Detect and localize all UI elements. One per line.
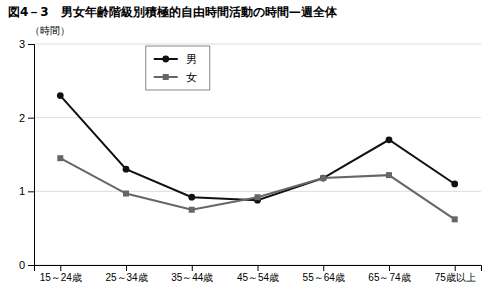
series-line	[60, 96, 454, 201]
series-point	[57, 155, 63, 161]
y-tick: 3	[19, 38, 34, 50]
legend-label: 男	[186, 53, 197, 66]
series-group	[57, 92, 458, 222]
legend-frame	[146, 46, 210, 90]
y-axis: 0 1 2 3	[19, 38, 35, 271]
y-tick-label: 2	[19, 112, 25, 124]
legend-label: 女	[186, 71, 197, 84]
x-tick: 45～54歳	[237, 265, 279, 283]
legend-item: 女	[154, 71, 197, 84]
series-point	[123, 166, 130, 173]
x-tick-label: 55～64歳	[303, 272, 345, 283]
series-point	[320, 175, 327, 182]
x-tick-mark	[323, 265, 324, 271]
legend-item: 男	[154, 53, 197, 66]
y-tick: 1	[19, 185, 34, 197]
x-tick-label: 25～34歳	[105, 272, 147, 283]
x-tick: 75歳以上	[435, 265, 476, 283]
x-tick-mark	[258, 265, 259, 271]
y-tick-mark	[28, 191, 34, 192]
x-tick-label: 35～44歳	[171, 272, 213, 283]
y-tick-mark	[28, 118, 34, 119]
title: 図4－3 男女年齢階級別積極的自由時間活動の時間—週全体	[8, 5, 338, 19]
y-tick: 2	[19, 112, 34, 124]
x-tick-mark	[389, 265, 390, 271]
x-tick-label: 65～74歳	[368, 272, 410, 283]
y-axis-title: （時間）	[30, 25, 70, 36]
x-tick-mark	[126, 265, 127, 271]
series-point	[320, 175, 326, 181]
y-axis-line	[28, 45, 35, 266]
series-point	[386, 136, 393, 143]
legend: 男女	[146, 46, 210, 90]
grid	[34, 44, 481, 265]
series-point	[451, 181, 458, 188]
series-point	[188, 194, 195, 201]
legend-marker	[163, 74, 169, 80]
series-point	[452, 216, 458, 222]
y-tick: 0	[19, 259, 34, 271]
y-tick-label: 3	[19, 38, 25, 50]
x-tick-label: 75歳以上	[435, 272, 476, 283]
series-point	[57, 92, 64, 99]
x-tick: 15～24歳	[40, 265, 82, 283]
series-point	[189, 207, 195, 213]
x-tick: 65～74歳	[368, 265, 410, 283]
x-tick-mark	[60, 265, 61, 271]
legend-marker	[162, 56, 169, 63]
y-tick-label: 0	[19, 259, 25, 271]
series-line	[60, 158, 454, 219]
series-point	[123, 191, 129, 197]
x-axis: 15～24歳 25～34歳 35～44歳 45～54歳 55～64歳 65～74歳 75歳以…	[35, 265, 482, 283]
plot: 0 1 2 3 15～24歳 25～34歳 35～44歳 45～54歳 55～64歳 65～74歳…	[19, 38, 482, 283]
x-tick: 55～64歳	[303, 265, 345, 283]
x-tick-label: 45～54歳	[237, 272, 279, 283]
chart: 図4－3 男女年齢階級別積極的自由時間活動の時間—週全体 0 1 2 3 15～24歳 25…	[0, 0, 497, 293]
x-tick: 35～44歳	[171, 265, 213, 283]
grid-line	[34, 44, 481, 45]
y-tick-label: 1	[19, 185, 25, 197]
x-tick-label: 15～24歳	[40, 272, 82, 283]
series-point	[386, 172, 392, 178]
x-tick-mark	[192, 265, 193, 271]
x-tick: 25～34歳	[105, 265, 147, 283]
y-tick-mark	[28, 44, 34, 45]
y-tick-mark	[28, 265, 34, 266]
x-axis-line	[35, 266, 482, 272]
x-tick-mark	[455, 265, 456, 271]
series-point	[255, 194, 261, 200]
grid-line	[34, 117, 481, 118]
